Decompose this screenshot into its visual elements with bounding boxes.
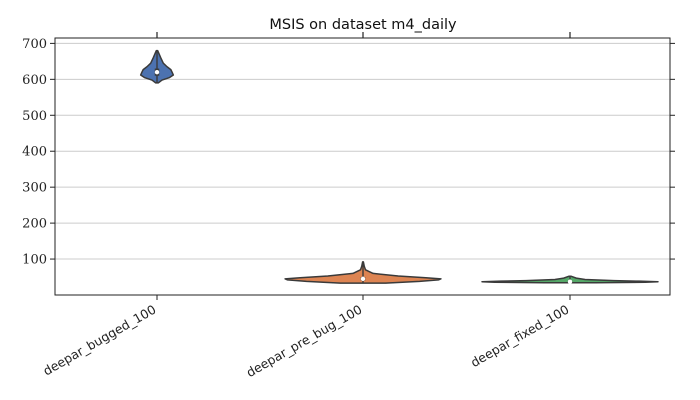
violin-median-point [360,276,366,282]
y-tick-label: 500 [22,109,47,124]
y-tick-label: 300 [22,181,47,196]
x-category-label: deepar_fixed_100 [468,302,572,370]
y-tick-label: 600 [22,73,47,88]
x-category-label: deepar_pre_bug_100 [244,302,365,380]
y-tick-label: 100 [22,253,47,268]
y-tick-label: 700 [22,37,47,52]
violin-median-point [154,69,160,75]
violins [139,49,659,284]
x-category-label: deepar_bugged_100 [40,302,158,379]
violin-median-point [567,279,573,284]
axes: 100 200 300 400 500 600 700 deepar_bugged_100 de… [22,32,675,380]
y-tick-label: 400 [22,145,47,160]
chart-title: MSIS on dataset m4_daily [269,17,457,33]
y-tick-label: 200 [22,217,47,232]
